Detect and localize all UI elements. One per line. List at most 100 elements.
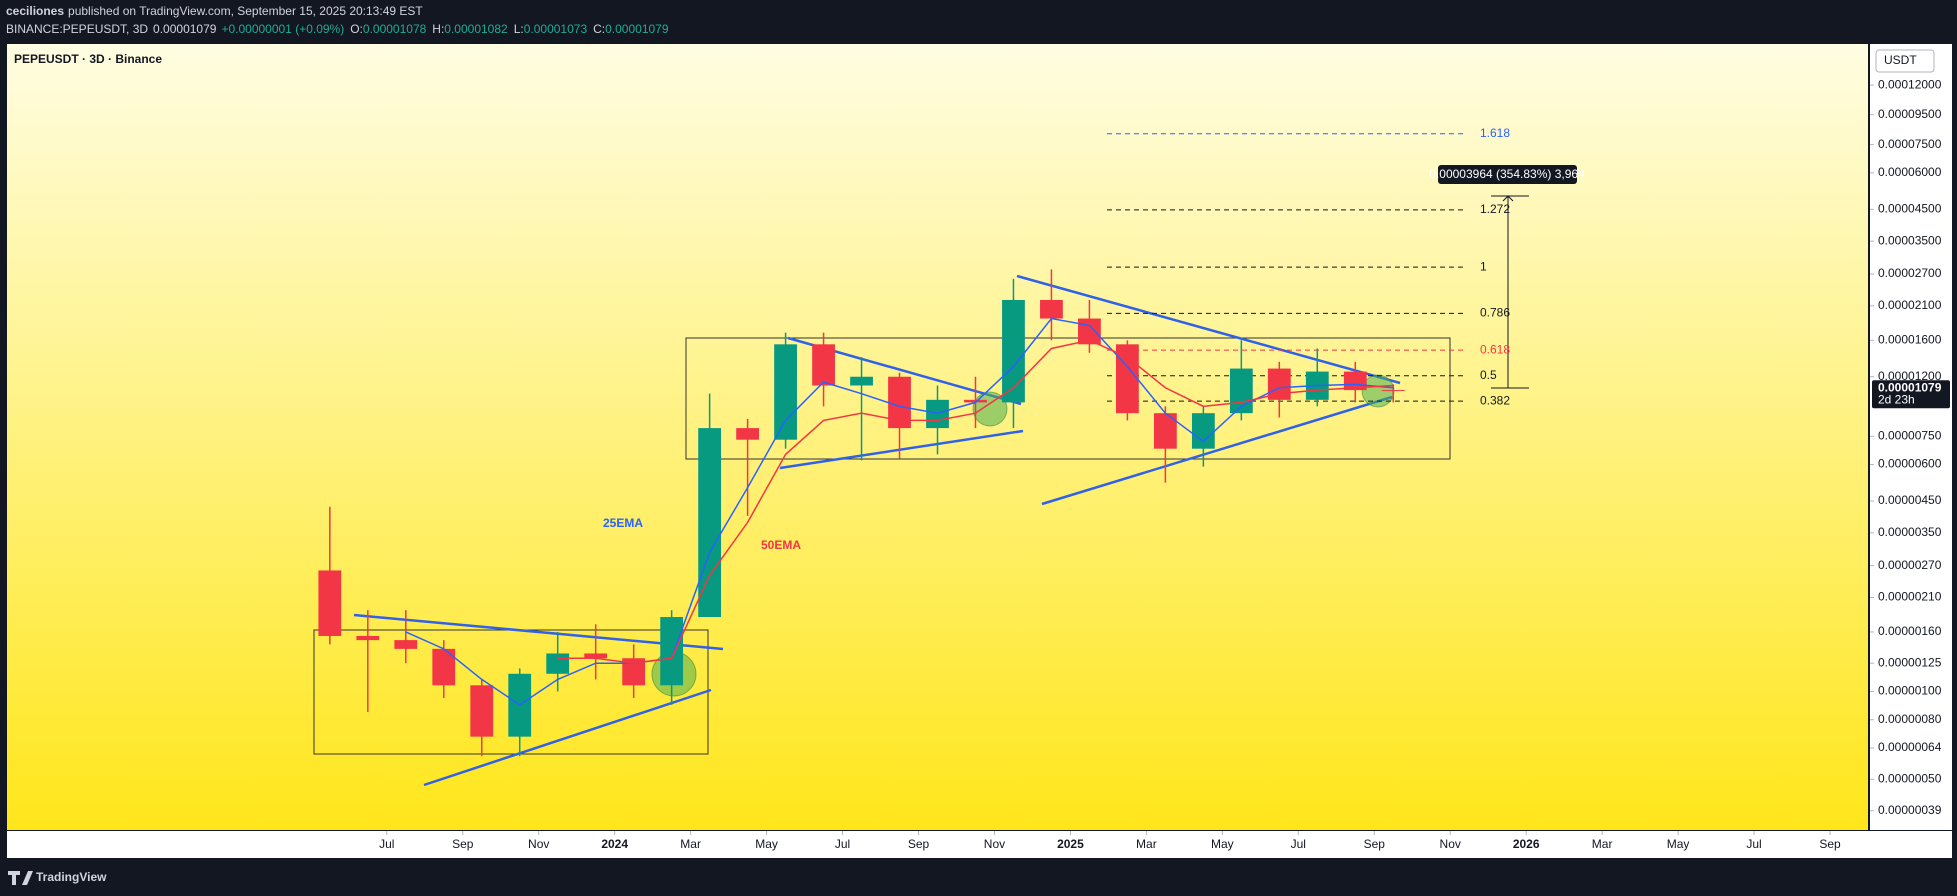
quote-label: C: — [593, 22, 605, 36]
y-tick-label: 0.00000750 — [1878, 428, 1942, 442]
quote-value: 0.00001079 — [605, 22, 669, 36]
y-tick-label: 0.00000270 — [1878, 558, 1942, 572]
x-tick-label: 2025 — [1057, 837, 1084, 851]
y-tick-label: 0.00000160 — [1878, 624, 1942, 638]
candle-body — [888, 376, 911, 429]
quote-value: 0.00001082 — [444, 22, 508, 36]
candle-body — [736, 428, 759, 440]
ema-line — [405, 317, 1394, 706]
symbol: BINANCE:PEPEUSDT, 3D — [6, 22, 148, 36]
y-tick-label: 0.00003500 — [1878, 233, 1942, 247]
highlight-circle — [972, 391, 1008, 427]
trendline — [1041, 395, 1393, 506]
candle-body — [964, 399, 987, 403]
y-tick-label: 0.00000039 — [1878, 803, 1942, 817]
quote-line: BINANCE:PEPEUSDT, 3D 0.00001079 +0.0000000… — [6, 22, 669, 36]
trendline — [1016, 274, 1401, 385]
x-tick-label: Nov — [528, 837, 549, 851]
y-tick-label: 0.00002100 — [1878, 298, 1942, 312]
candle-body — [1267, 368, 1291, 400]
candle-body — [622, 658, 646, 686]
quote-value: 0.00001078 — [363, 22, 427, 36]
chart-title: PEPEUSDT · 3D · Binance — [14, 52, 162, 66]
candle-body — [926, 399, 949, 429]
fib-label: 0.5 — [1480, 368, 1497, 382]
brand: TradingView — [36, 870, 107, 884]
currency-button[interactable] — [1875, 49, 1935, 73]
y-tick-label: 0.00000050 — [1878, 771, 1942, 785]
price-axis — [1870, 44, 1952, 830]
measure-label: 0.00003964 (354.83%) 3,964 — [1429, 167, 1585, 181]
candle-body — [812, 344, 835, 386]
candle-body — [1116, 344, 1139, 414]
price-tag-label: 0.00001079 — [1878, 380, 1942, 394]
candle-body — [850, 376, 873, 386]
ema-annotation: 50EMA — [761, 538, 801, 552]
x-tick-label: May — [755, 837, 778, 851]
candle-body — [1381, 390, 1405, 392]
fib-label: 1.272 — [1480, 202, 1510, 216]
fib-label: 1.618 — [1480, 126, 1510, 140]
drawings — [313, 195, 1529, 787]
y-tick-label: 0.00000080 — [1878, 712, 1942, 726]
fib-label: 0.618 — [1480, 342, 1510, 356]
x-tick-label: May — [1667, 837, 1690, 851]
y-tick-label: 0.00000450 — [1878, 493, 1942, 507]
x-tick-label: Jul — [835, 837, 850, 851]
fib-label: 0.382 — [1480, 393, 1510, 407]
ema-annotation: 25EMA — [603, 516, 643, 530]
currency: USDT — [1884, 53, 1917, 67]
x-tick-label: Sep — [908, 837, 930, 851]
measure-arrow — [1502, 195, 1514, 202]
change: +0.00000001 (+0.09%) — [221, 22, 344, 36]
range-box — [685, 337, 1451, 460]
x-tick-label: Jul — [1746, 837, 1761, 851]
y-tick-label: 0.00012000 — [1878, 77, 1942, 91]
y-tick-label: 0.00007500 — [1878, 137, 1942, 151]
x-tick-label: Nov — [1440, 837, 1461, 851]
y-tick-label: 0.00001200 — [1878, 369, 1942, 383]
x-tick-label: Sep — [452, 837, 474, 851]
candle-body — [394, 640, 418, 649]
price-tag — [1872, 380, 1950, 409]
candle-body — [698, 428, 722, 618]
y-tick-label: 0.00000600 — [1878, 457, 1942, 471]
header-bar — [0, 0, 1957, 44]
quote-value: 0.00001073 — [524, 22, 588, 36]
candle-body — [1040, 299, 1063, 319]
candle-body — [1229, 368, 1253, 414]
candle-body — [774, 344, 797, 440]
x-tick-label: May — [1211, 837, 1234, 851]
x-tick-label: Mar — [680, 837, 701, 851]
x-tick-label: Nov — [984, 837, 1005, 851]
x-tick-label: Sep — [1819, 837, 1841, 851]
candle-body — [1191, 413, 1215, 449]
candle-body — [356, 635, 380, 641]
y-tick-label: 0.00000100 — [1878, 684, 1942, 698]
y-tick-label: 0.00002700 — [1878, 266, 1942, 280]
fib-label: 1 — [1480, 259, 1487, 273]
candle-body — [546, 653, 570, 674]
publish-line: ceciliones published on TradingView.com, … — [6, 4, 423, 18]
candle-body — [1002, 299, 1025, 403]
quote-label: O: — [350, 22, 363, 36]
logo — [8, 871, 33, 885]
candle-body — [584, 653, 608, 659]
trendline — [423, 688, 712, 787]
y-tick-label: 0.00006000 — [1878, 165, 1942, 179]
y-tick-label: 0.00000210 — [1878, 590, 1942, 604]
candle-body — [432, 648, 456, 686]
candle-body — [318, 570, 342, 636]
candle-body — [660, 617, 684, 686]
quote-label: H: — [432, 22, 444, 36]
published: published on TradingView.com, September … — [68, 4, 423, 18]
y-tick-label: 0.00001600 — [1878, 332, 1942, 346]
trendline — [779, 429, 1024, 470]
x-tick-label: Jul — [1291, 837, 1306, 851]
footer-bar — [0, 858, 1957, 896]
ema-line — [557, 339, 1394, 664]
candle-body — [1153, 413, 1177, 449]
x-tick-label: 2024 — [601, 837, 628, 851]
